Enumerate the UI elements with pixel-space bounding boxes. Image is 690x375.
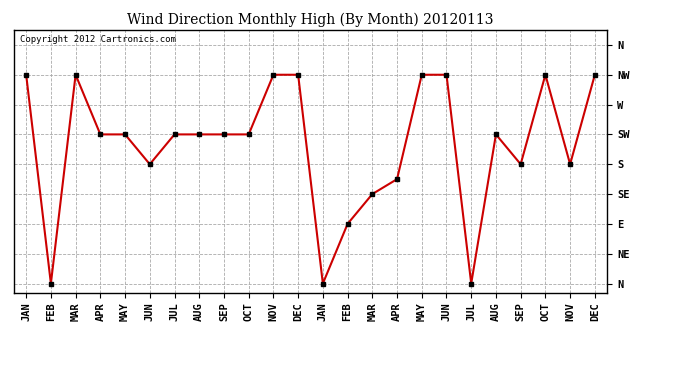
Text: Copyright 2012 Cartronics.com: Copyright 2012 Cartronics.com: [20, 35, 176, 44]
Title: Wind Direction Monthly High (By Month) 20120113: Wind Direction Monthly High (By Month) 2…: [127, 13, 494, 27]
